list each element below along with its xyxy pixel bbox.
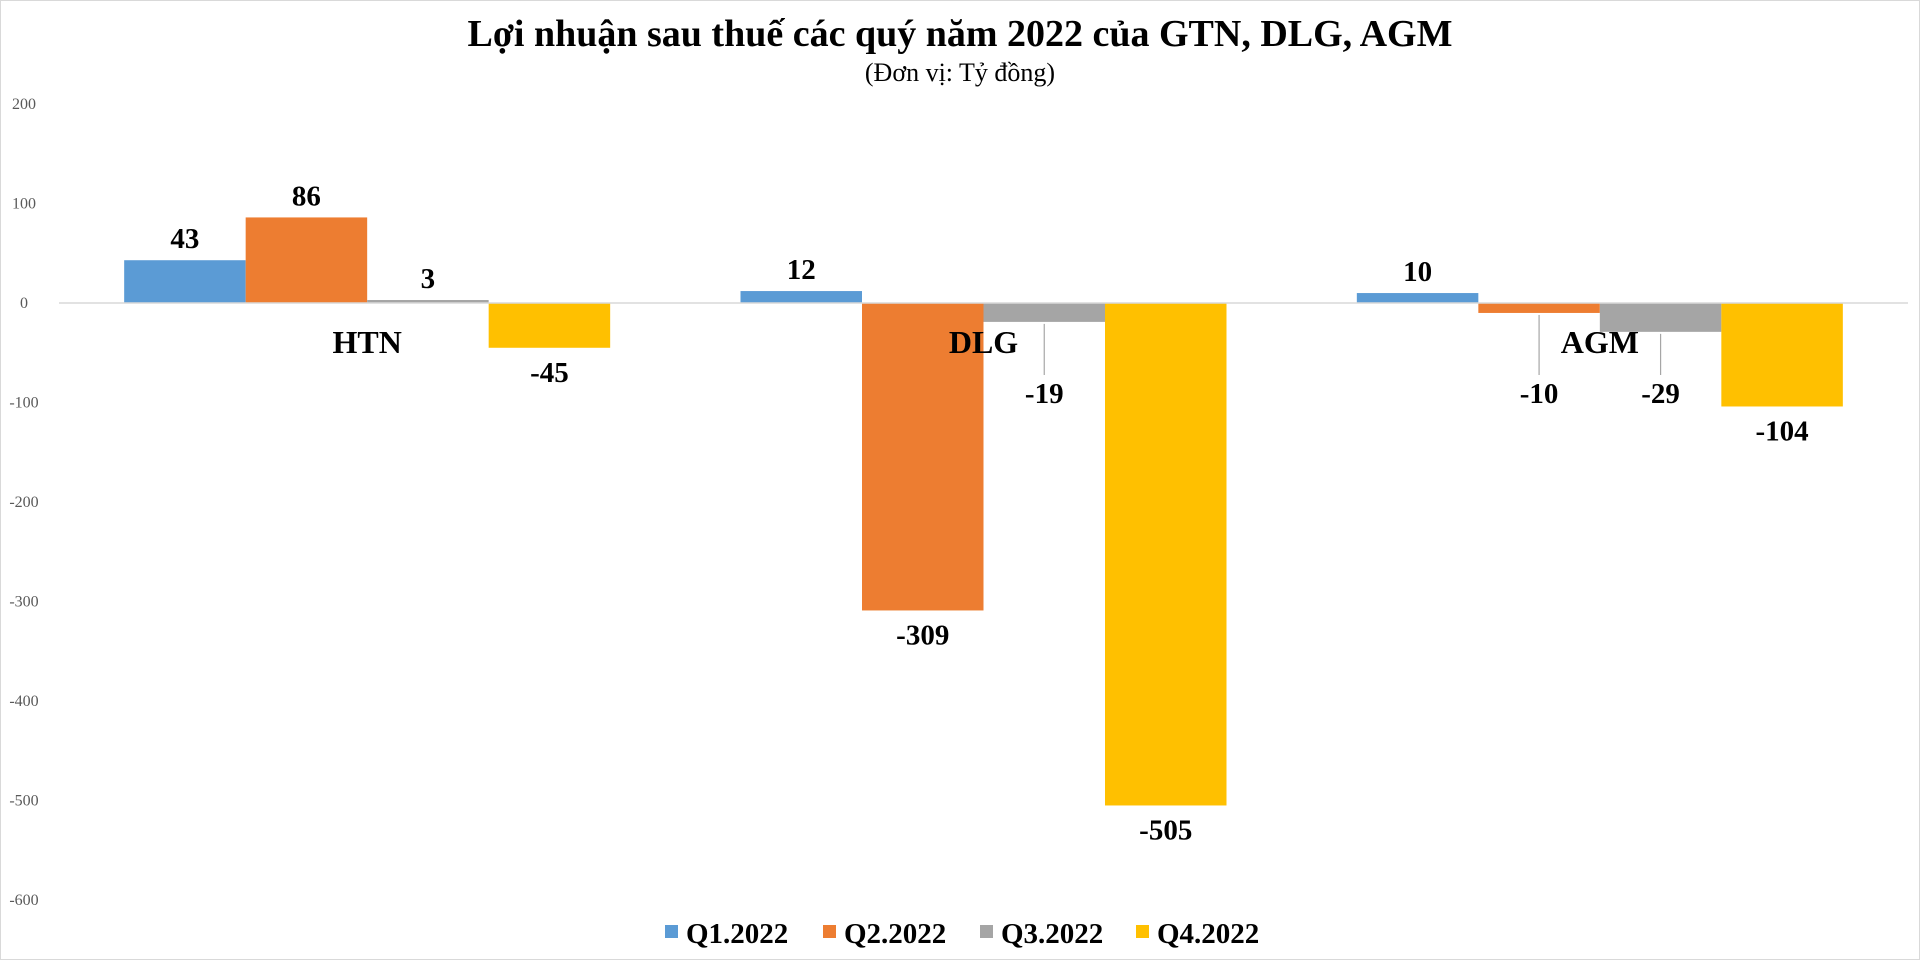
data-label: -19 [1025,378,1064,410]
legend-swatch [823,925,836,938]
bar-agm-q4 [1721,303,1843,407]
data-label: 12 [787,254,816,286]
bar-htn-q3 [367,300,489,303]
y-tick-label: 100 [12,196,36,213]
bars [124,217,1843,806]
data-label: -104 [1755,415,1808,447]
legend-label: Q2.2022 [844,918,946,950]
bar-agm-q2 [1478,303,1600,313]
data-label: -309 [896,619,949,651]
legend: Q1.2022 Q2.2022 Q3.2022 Q4.2022 [665,918,1259,950]
bar-htn-q1 [124,260,246,303]
bar-dlg-q1 [740,291,862,303]
data-label: -10 [1520,378,1559,410]
data-label: -45 [530,357,569,389]
legend-label: Q3.2022 [1001,918,1103,950]
bar-agm-q1 [1356,293,1479,303]
y-tick-label: 0 [20,295,28,312]
chart-title: Lợi nhuận sau thuế các quý năm 2022 của … [468,13,1453,55]
y-tick-label: -600 [9,892,38,909]
legend-swatch [1136,925,1149,938]
data-label: -29 [1641,378,1680,410]
data-label: 10 [1403,256,1432,288]
y-axis: 200 100 0 -100 -200 -300 -400 -500 -600 [9,96,38,909]
legend-swatch [980,925,993,938]
bar-htn-q2 [245,217,368,303]
data-label: 86 [292,180,321,212]
data-label: 3 [421,263,436,295]
data-label: -505 [1139,814,1192,846]
y-tick-label: -400 [9,693,38,710]
category-labels: HTN DLG AGM [332,324,1638,360]
data-label: 43 [170,223,199,255]
y-tick-label: -500 [9,793,38,810]
bar-dlg-q3 [983,303,1105,322]
legend-label: Q4.2022 [1157,918,1259,950]
legend-swatch [665,925,678,938]
category-label: DLG [949,324,1018,360]
category-label: AGM [1561,324,1639,360]
y-tick-label: -300 [9,594,38,611]
bar-htn-q4 [488,303,611,348]
category-label: HTN [332,324,401,360]
bar-dlg-q4 [1105,303,1227,806]
y-tick-label: 200 [12,96,36,113]
bar-dlg-q2 [862,303,984,611]
chart-subtitle: (Đơn vị: Tỷ đồng) [865,58,1055,87]
legend-label: Q1.2022 [686,918,788,950]
data-labels: 43 86 3 -45 12 -309 -19 -505 10 -10 -29 -104 [170,180,1808,846]
bar-agm-q3 [1599,303,1722,332]
y-tick-label: -200 [9,494,38,511]
y-tick-label: -100 [9,395,38,412]
